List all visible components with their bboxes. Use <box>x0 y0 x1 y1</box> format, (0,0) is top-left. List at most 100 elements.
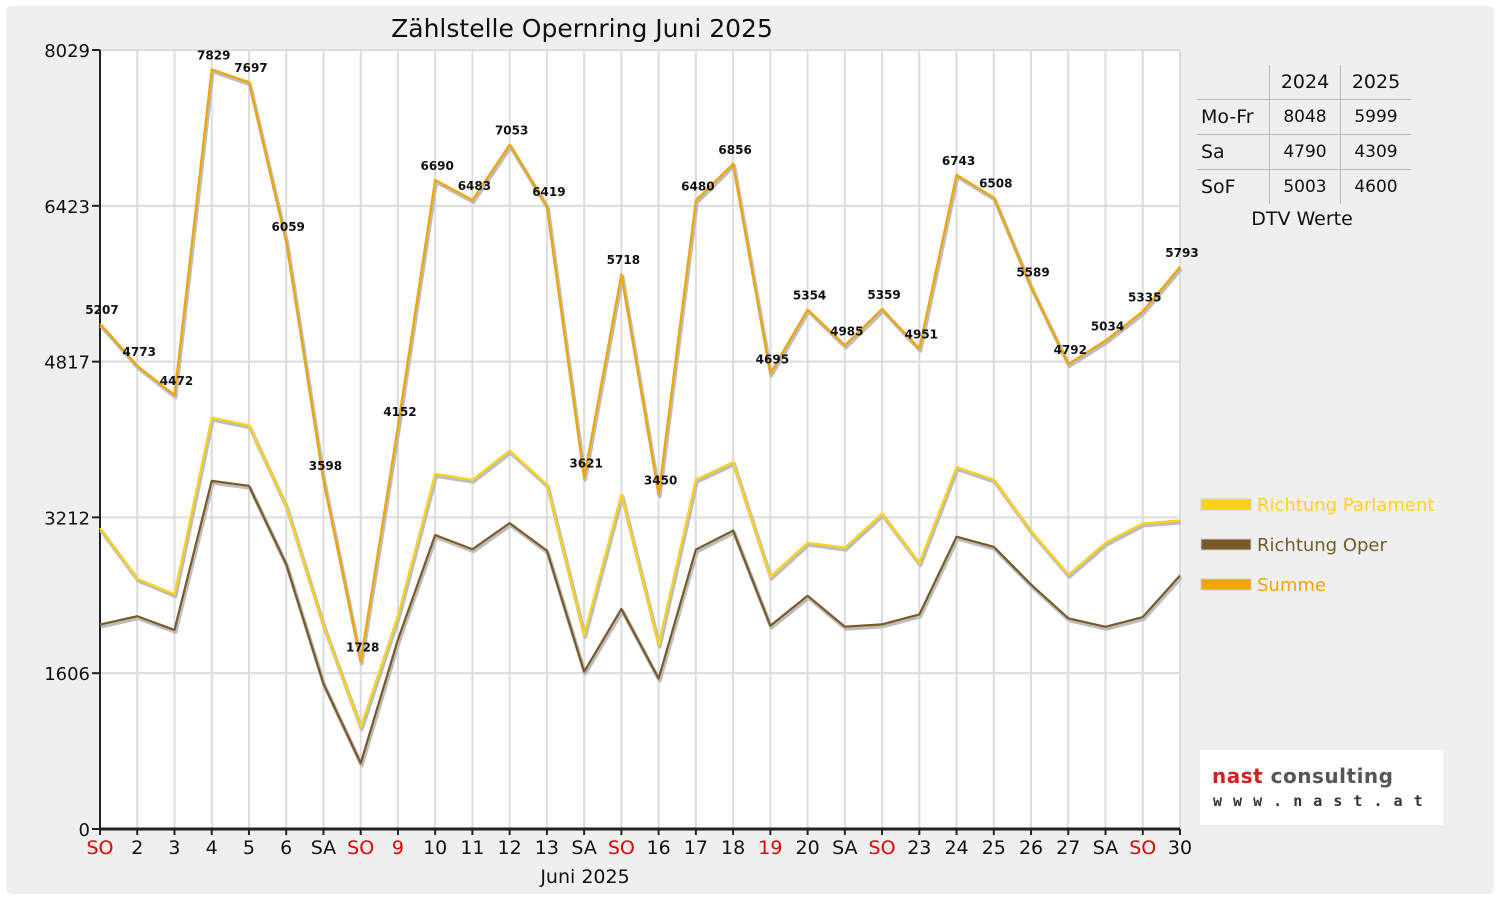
data-label: 4985 <box>830 324 863 338</box>
logo-name-part1: nast <box>1212 764 1264 788</box>
data-label: 3450 <box>644 473 677 487</box>
series-line-richtung-oper <box>99 479 1181 765</box>
data-label: 7053 <box>495 124 528 138</box>
point-labels: 5207 4773 4472 7829 7697 6059 3598 1728 4152 6690… <box>85 48 1198 654</box>
data-label: 4152 <box>383 405 416 419</box>
series-line-richtung-parlament <box>99 416 1181 729</box>
data-label: 1728 <box>346 640 379 654</box>
company-logo: nast consulting w w w . n a s t . a t <box>1200 750 1443 825</box>
x-tick-label: 24 <box>944 837 968 859</box>
dtv-cell: 8048 <box>1269 99 1341 135</box>
legend-swatch <box>1200 498 1252 511</box>
x-tick-label: SO <box>347 837 374 859</box>
dtv-caption: DTV Werte <box>1251 208 1353 230</box>
dtv-cell: 4790 <box>1269 134 1341 170</box>
dtv-col-2024: 2024 <box>1269 65 1341 100</box>
x-tick-label: 5 <box>243 837 255 859</box>
x-tick-label: 3 <box>168 837 180 859</box>
x-tick-label: 26 <box>1019 837 1043 859</box>
data-label: 7829 <box>197 48 230 62</box>
data-label: 5589 <box>1016 266 1049 280</box>
x-tick-label: 30 <box>1168 837 1192 859</box>
chart-title: Zählstelle Opernring Juni 2025 <box>391 14 773 43</box>
dtv-row-label: SoF <box>1197 169 1270 204</box>
y-tick-label: 3212 <box>44 508 90 529</box>
y-tick-label: 1606 <box>44 664 90 685</box>
x-tick-label: 13 <box>535 837 559 859</box>
data-label: 5359 <box>867 288 900 302</box>
x-tick-label: SO <box>1129 837 1156 859</box>
dtv-cell: 4600 <box>1354 177 1398 197</box>
data-label: 6059 <box>272 220 305 234</box>
x-tick-label: 18 <box>721 837 745 859</box>
logo-name-part2: consulting <box>1270 764 1394 788</box>
x-tick-label: SA <box>311 837 336 859</box>
data-label: 6508 <box>979 177 1012 191</box>
data-label: 4472 <box>160 374 193 388</box>
logo-wordmark: nast consulting <box>1212 764 1393 788</box>
x-tick-label: 6 <box>280 837 292 859</box>
data-label: 6480 <box>681 179 714 193</box>
data-label: 5793 <box>1165 246 1198 260</box>
x-tick-label: 9 <box>392 837 404 859</box>
x-tick-label: 25 <box>982 837 1006 859</box>
x-tick-label: 17 <box>684 837 708 859</box>
legend-label: Richtung Oper <box>1257 535 1388 556</box>
dtv-row-label: Sa <box>1197 134 1270 170</box>
dtv-cell: 5999 <box>1340 99 1411 135</box>
data-label: 6856 <box>718 143 751 157</box>
legend-swatch <box>1200 578 1252 591</box>
grid-lines <box>99 49 1181 830</box>
legend-swatch <box>1200 538 1252 551</box>
x-tick-label: SO <box>608 837 635 859</box>
data-label: 5034 <box>1091 320 1124 334</box>
x-tick-label: SA <box>571 837 596 859</box>
dtv-corner <box>1197 65 1270 100</box>
data-label: 4951 <box>905 328 938 342</box>
legend-label: Richtung Parlament <box>1257 495 1434 516</box>
legend-label: Summe <box>1257 575 1326 596</box>
x-tick-label: 27 <box>1056 837 1080 859</box>
dtv-col-2025: 2025 <box>1340 65 1411 100</box>
data-label: 5354 <box>793 289 826 303</box>
legend: Richtung Parlament Richtung Oper Summe <box>1200 495 1434 596</box>
data-label: 6419 <box>532 185 565 199</box>
y-tick-label: 4817 <box>44 353 90 374</box>
dtv-cell: 4309 <box>1340 134 1411 170</box>
data-label: 3598 <box>309 459 342 473</box>
data-label: 5718 <box>607 253 640 267</box>
x-tick-label: 2 <box>131 837 143 859</box>
x-tick-label: 12 <box>498 837 522 859</box>
data-label: 4773 <box>123 345 156 359</box>
series-line-summe <box>99 68 1181 663</box>
dtv-cell: 5003 <box>1269 169 1341 204</box>
logo-url: w w w . n a s t . a t <box>1213 792 1424 810</box>
data-label: 6743 <box>942 154 975 168</box>
data-label: 3621 <box>569 457 602 471</box>
data-label: 6690 <box>420 159 453 173</box>
dtv-row-label: Mo-Fr <box>1197 99 1270 135</box>
axes: 0 1606 3212 4817 6423 8029 SO 2 3 4 5 6 SA SO 9 10 11 12 1… <box>44 41 1192 859</box>
y-tick-label: 8029 <box>44 41 90 62</box>
y-tick-label: 6423 <box>44 197 90 218</box>
x-axis-title: Juni 2025 <box>539 866 629 888</box>
series-layer <box>99 68 1183 768</box>
x-tick-label: SA <box>832 837 857 859</box>
x-tick-label: 10 <box>423 837 447 859</box>
x-tick-label: 4 <box>206 837 218 859</box>
x-tick-label: 11 <box>460 837 484 859</box>
x-tick-label: SA <box>1093 837 1118 859</box>
y-tick-label: 0 <box>79 820 90 841</box>
data-label: 7697 <box>234 61 267 75</box>
plot-area <box>100 50 1180 829</box>
data-label: 5335 <box>1128 290 1161 304</box>
x-tick-label: SO <box>86 837 113 859</box>
data-label: 4792 <box>1054 343 1087 357</box>
data-label: 4695 <box>756 352 789 366</box>
x-tick-label: 20 <box>795 837 819 859</box>
data-label: 5207 <box>85 303 118 317</box>
dtv-table: 2024 2025 Mo-Fr 8048 5999 Sa 4790 4309 S… <box>1197 65 1411 204</box>
x-tick-label: 19 <box>758 837 782 859</box>
x-tick-label: 16 <box>647 837 671 859</box>
